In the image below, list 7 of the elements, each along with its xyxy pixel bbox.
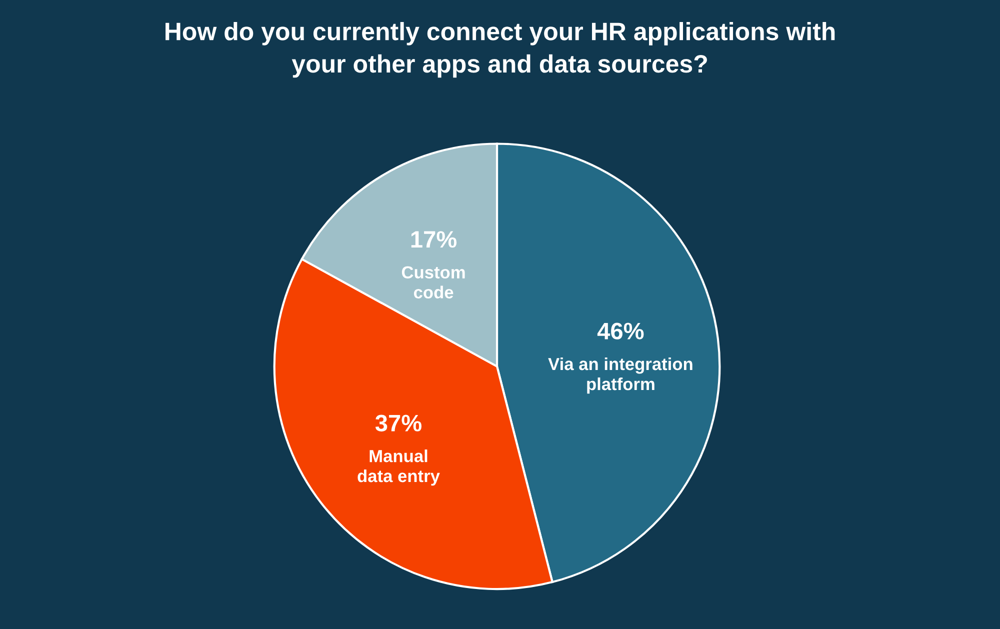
slice-label: Via an integration platform	[548, 357, 692, 394]
slice-label: Custom code	[402, 266, 465, 298]
slice-label: Manual data entry	[358, 449, 440, 486]
data-label: 37%	[375, 414, 422, 432]
data-label: 46%	[597, 322, 644, 340]
chart-title: How do you currently connect your HR applications with your other apps and data sources?	[166, 22, 835, 78]
data-label: 17%	[411, 231, 457, 248]
